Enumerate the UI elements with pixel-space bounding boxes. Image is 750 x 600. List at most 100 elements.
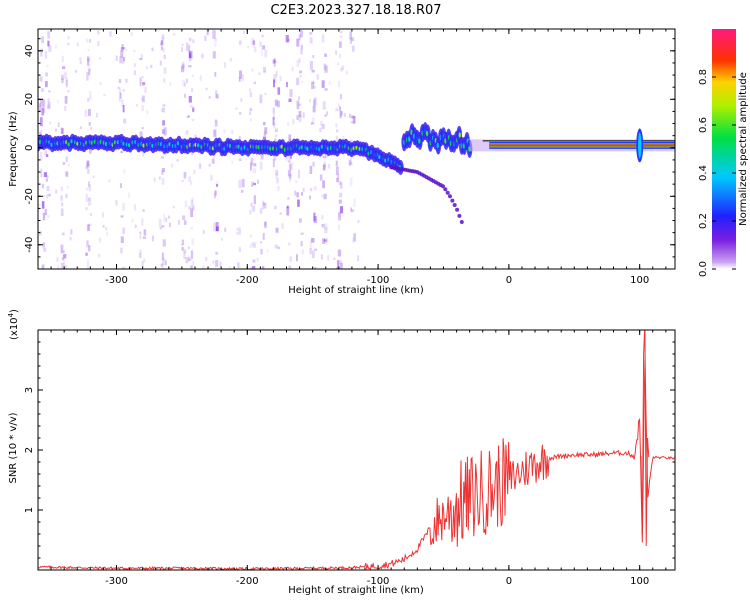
noise-speck [211,158,215,164]
noise-speck [162,48,165,53]
noise-speck [60,244,64,254]
main-trace-segment [300,145,304,150]
colorbar-tick-label: 0.0 [698,261,709,277]
noise-speck [319,128,322,133]
noise-speck [215,226,219,232]
noise-speck [337,249,342,257]
noise-speck [140,54,143,60]
noise-speck [119,56,123,64]
diverging-trace-point [448,194,452,199]
noise-speck [205,256,208,261]
noise-speck [189,52,192,58]
noise-speck [88,109,91,116]
noise-speck [194,134,197,138]
noise-speck [43,172,48,177]
diverging-trace-point [457,213,462,218]
noise-speck [119,92,122,99]
noise-speck [208,96,211,99]
noise-speck [60,208,64,216]
x-tick-label: 100 [630,576,649,587]
noise-speck [272,114,275,120]
snr-series-line [38,359,675,570]
noise-speck [309,165,313,174]
x-tick-label: 0 [506,275,512,286]
noise-speck [353,233,356,242]
noise-speck [86,71,89,81]
noise-speck [122,105,125,113]
noise-speck [349,37,352,44]
noise-speck [41,183,45,189]
noise-speck [328,163,331,169]
noise-speck [192,106,195,113]
noise-speck [95,112,98,118]
noise-speck [106,231,109,237]
noise-speck [67,90,70,93]
noise-speck [259,161,263,170]
noise-speck [181,247,184,251]
spectrogram-x-axis-label: Height of straight line (km) [288,285,424,296]
noise-speck [309,240,312,249]
x-tick-label: -200 [236,275,259,286]
noise-speck [56,100,59,103]
noise-speck [164,260,167,265]
noise-speck [259,94,263,104]
noise-speck [190,51,193,59]
noise-speck [121,99,124,107]
noise-speck [251,242,254,246]
noise-speck [41,36,45,44]
noise-speck [63,254,67,259]
noise-speck [214,118,217,124]
snr-panel: -300 -200 -100 0 100 1 2 3 Height of straight … [7,309,676,596]
noise-speck [43,248,47,252]
noise-speck [249,244,252,249]
noise-speck [298,218,302,223]
noise-speck [274,60,277,63]
noise-speck [65,171,69,177]
noise-speck [288,155,291,160]
spectrogram-x-ticks: -300 -200 -100 0 100 [50,29,667,286]
noise-speck [277,87,281,95]
noise-speck [214,190,217,197]
noise-speck [264,127,268,135]
noise-speck [42,195,46,198]
noise-speck [337,62,339,66]
noise-speck [130,31,133,37]
noise-speck [310,122,314,125]
noise-speck [279,212,282,215]
colorbar-gradient [712,29,736,269]
noise-speck [169,222,171,227]
noise-speck [181,43,184,46]
noise-speck [296,100,300,110]
noise-speck [352,237,356,243]
noise-speck [309,37,313,44]
noise-speck [131,219,134,223]
noise-speck [215,90,218,99]
noise-speck [299,29,302,32]
noise-speck [88,223,92,226]
noise-speck [143,229,147,236]
noise-speck [252,40,256,45]
noise-speck [301,192,303,196]
noise-speck [260,248,263,255]
noise-speck [215,251,219,255]
noise-speck [85,207,88,211]
noise-speck [289,163,292,170]
noise-speck [115,55,118,61]
noise-speck [300,50,303,55]
noise-speck [208,163,211,167]
noise-speck [335,166,339,176]
noise-speck [339,41,342,48]
noise-speck [39,132,42,136]
noise-speck [339,30,343,34]
noise-speck [263,122,266,126]
noise-speck [253,241,257,249]
noise-speck [243,31,245,34]
noise-speck [133,70,136,75]
noise-speck [273,74,277,83]
noise-speck [163,214,166,223]
noise-speck [296,60,300,67]
branch-trace-segment [425,130,429,137]
noise-speck [250,157,254,166]
noise-speck [309,32,313,35]
noise-speck [61,56,64,62]
